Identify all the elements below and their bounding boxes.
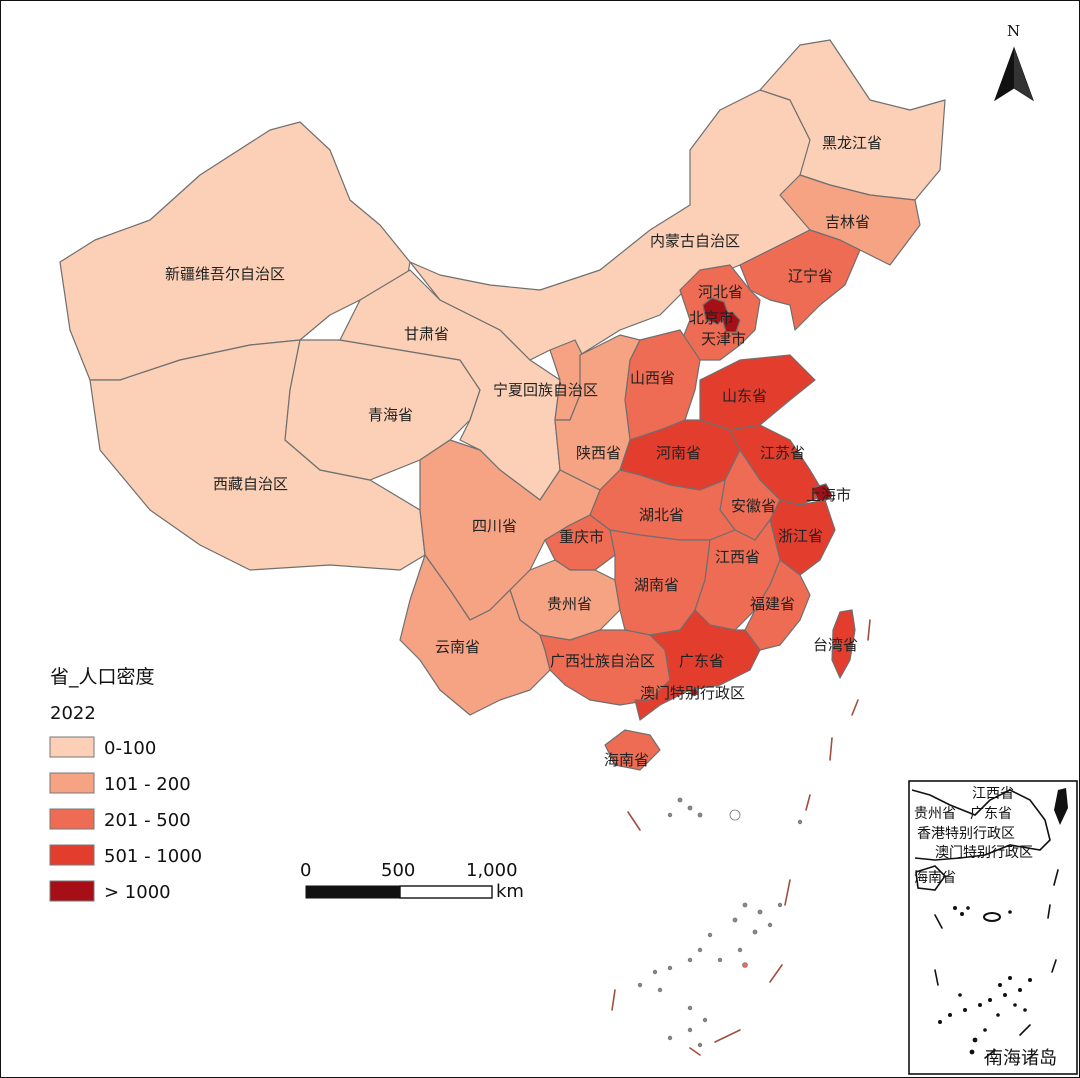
label-xizang: 西藏自治区: [213, 475, 288, 493]
label-hebei: 河北省: [698, 283, 743, 301]
province-labels: 新疆维吾尔自治区 西藏自治区 青海省 甘肃省 内蒙古自治区 黑龙江省 吉林省 辽…: [165, 134, 882, 769]
scale-label-500: 500: [381, 860, 415, 881]
legend-label-c1: 0-100: [104, 738, 156, 759]
province-layer: [59, 39, 946, 771]
north-arrow-label: N: [1007, 22, 1020, 40]
label-shanghai: 上海市: [806, 486, 851, 504]
label-taiwan: 台湾省: [813, 636, 858, 654]
label-zhejiang: 浙江省: [778, 527, 823, 545]
label-fujian: 福建省: [750, 595, 795, 613]
label-guangdong: 广东省: [679, 652, 724, 670]
inset-label-hongkong: 香港特别行政区: [917, 826, 1015, 842]
province-heilongjiang: [759, 39, 946, 201]
province-liaoning: [739, 229, 861, 331]
inset-title: 南海诸岛: [985, 1048, 1057, 1069]
inset-hainan: [915, 865, 947, 891]
legend-swatch-c2: [49, 772, 95, 794]
province-guangdong: [634, 609, 761, 721]
legend-swatch-c4: [49, 844, 95, 866]
inset-label-hainan: 海南省: [914, 870, 956, 886]
scale-label-0: 0: [300, 860, 311, 881]
label-hubei: 湖北省: [639, 506, 684, 524]
label-tianjin: 天津市: [701, 330, 746, 348]
legend-label-c5: > 1000: [104, 882, 171, 903]
inset-map: 江西省 贵州省 广东省 香港特别行政区 澳门特别行政区 海南省 南海诸岛: [908, 780, 1078, 1075]
south-sea-islands: [637, 797, 803, 1048]
dashed-boundary: [611, 619, 871, 1056]
scale-unit: km: [496, 881, 524, 902]
legend-label-c3: 201 - 500: [104, 810, 191, 831]
inset-coastline: [911, 789, 1051, 861]
label-shanxi: 山西省: [630, 369, 675, 387]
label-neimenggu: 内蒙古自治区: [650, 232, 740, 250]
legend: 省_人口密度 2022 0-100 101 - 200 201 - 500 501 -…: [49, 666, 202, 903]
province-shanghai: [811, 483, 833, 505]
label-jiangsu: 江苏省: [760, 444, 805, 462]
north-arrow: N: [994, 22, 1034, 102]
inset-label-macau: 澳门特别行政区: [935, 845, 1033, 861]
province-macau: [689, 687, 699, 697]
label-shaanxi: 陕西省: [576, 444, 621, 462]
province-xizang: [89, 339, 426, 571]
province-taiwan: [831, 609, 856, 679]
inset-frame: [908, 780, 1078, 1075]
label-qinghai: 青海省: [368, 406, 413, 424]
province-hainan: [604, 729, 661, 771]
legend-swatch-c1: [49, 736, 95, 758]
legend-label-c4: 501 - 1000: [104, 846, 202, 867]
label-sichuan: 四川省: [472, 517, 517, 535]
label-beijing: 北京市: [689, 309, 734, 327]
legend-title: 省_人口密度: [50, 666, 155, 688]
label-anhui: 安徽省: [731, 497, 776, 515]
label-jilin: 吉林省: [825, 213, 870, 231]
inset-label-guangdong: 广东省: [970, 806, 1012, 822]
label-hunan: 湖南省: [634, 576, 679, 594]
scale-bar: 0 500 1,000 km: [300, 860, 524, 902]
legend-subtitle: 2022: [50, 703, 96, 724]
label-shandong: 山东省: [722, 387, 767, 405]
legend-swatch-c5: [49, 880, 95, 902]
scale-bar-white: [399, 885, 493, 899]
inset-taiwan: [1054, 788, 1068, 825]
inset-label-jiangxi: 江西省: [972, 786, 1014, 802]
scale-bar-black: [305, 885, 401, 899]
province-tianjin: [721, 311, 741, 333]
label-liaoning: 辽宁省: [788, 267, 833, 285]
label-hainan: 海南省: [604, 751, 649, 769]
label-xinjiang: 新疆维吾尔自治区: [165, 265, 285, 283]
legend-items: 0-100 101 - 200 201 - 500 501 - 1000 > 1000: [49, 736, 202, 903]
label-heilongjiang: 黑龙江省: [822, 134, 882, 152]
label-henan: 河南省: [656, 444, 701, 462]
label-ningxia: 宁夏回族自治区: [493, 381, 598, 399]
label-guizhou: 贵州省: [547, 595, 592, 613]
label-jiangxi: 江西省: [715, 548, 760, 566]
scale-label-1000: 1,000: [466, 860, 518, 881]
label-guangxi: 广西壮族自治区: [550, 652, 655, 670]
inset-label-guizhou: 贵州省: [914, 806, 956, 822]
label-gansu: 甘肃省: [404, 325, 449, 343]
legend-label-c2: 101 - 200: [104, 774, 191, 795]
label-yunnan: 云南省: [435, 638, 480, 656]
label-macau: 澳门特别行政区: [640, 684, 745, 702]
legend-swatch-c3: [49, 808, 95, 830]
label-chongqing: 重庆市: [559, 528, 604, 546]
